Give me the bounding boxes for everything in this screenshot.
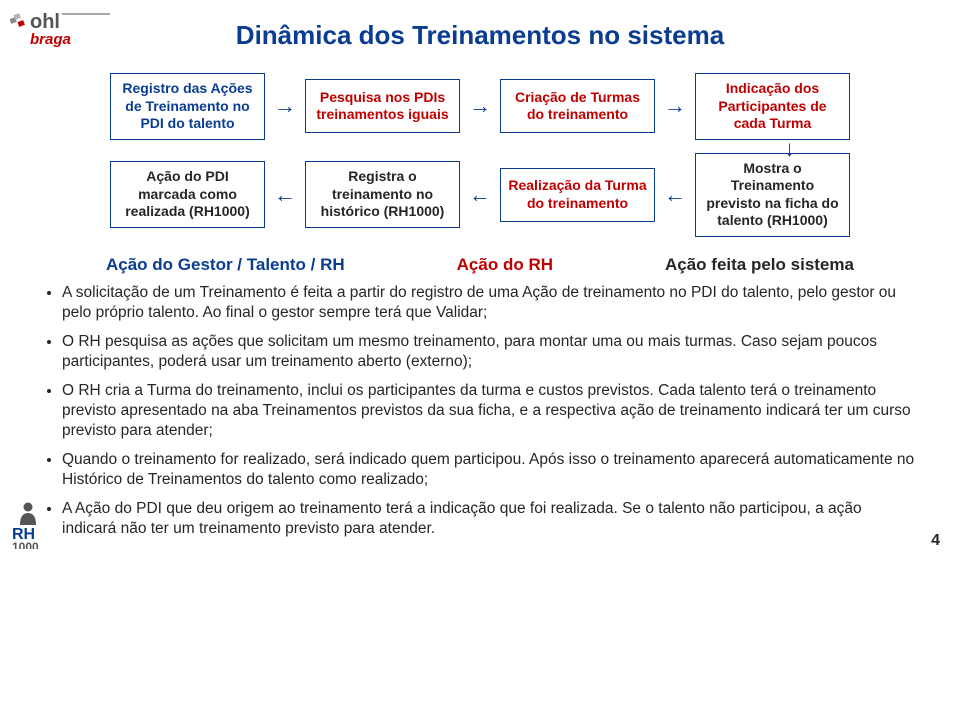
box-registro-acoes: Registro das Ações de Treinamento no PDI…: [110, 73, 265, 140]
arrow-right-icon: →: [466, 95, 494, 117]
logo-bottom: RH 1000: [10, 499, 60, 554]
arrow-right-icon: →: [271, 95, 299, 117]
bullet-item: Quando o treinamento for realizado, será…: [62, 450, 920, 491]
box-realizacao-turma: Realização da Turma do treinamento: [500, 168, 655, 222]
legend-sistema: Ação feita pelo sistema: [665, 255, 854, 275]
arrow-left-icon: ←: [661, 184, 689, 206]
flow-row-2: Ação do PDI marcada como realizada (RH10…: [40, 153, 920, 237]
box-mostra-treinamento: Mostra o Treinamento previsto na ficha d…: [695, 153, 850, 237]
page-number: 4: [931, 532, 940, 550]
flow-row-1: Registro das Ações de Treinamento no PDI…: [40, 73, 920, 140]
arrow-left-icon: ←: [466, 184, 494, 206]
logo-top: ohl braga: [10, 8, 130, 57]
logo-text-braga: braga: [30, 31, 71, 48]
arrow-right-icon: →: [661, 95, 689, 117]
box-registra-historico: Registra o treinamento no histórico (RH1…: [305, 161, 460, 228]
bullet-item: O RH cria a Turma do treinamento, inclui…: [62, 381, 920, 442]
logo-bottom-1000: 1000: [12, 540, 39, 549]
bullet-item: O RH pesquisa as ações que solicitam um …: [62, 332, 920, 373]
box-criacao-turmas: Criação de Turmas do treinamento: [500, 79, 655, 133]
legend-gestor: Ação do Gestor / Talento / RH: [106, 255, 345, 275]
box-indicacao-participantes: Indicação dos Participantes de cada Turm…: [695, 73, 850, 140]
page-title: Dinâmica dos Treinamentos no sistema: [40, 20, 920, 51]
box-pesquisa-pdis: Pesquisa nos PDIs treinamentos iguais: [305, 79, 460, 133]
arrow-left-icon: ←: [271, 184, 299, 206]
logo-text-ohl: ohl: [30, 11, 60, 33]
legend-rh: Ação do RH: [457, 255, 553, 275]
bullet-list: A solicitação de um Treinamento é feita …: [40, 283, 920, 540]
bullet-item: A Ação do PDI que deu origem ao treiname…: [62, 499, 920, 540]
bullet-item: A solicitação de um Treinamento é feita …: [62, 283, 920, 324]
box-acao-pdi-realizada: Ação do PDI marcada como realizada (RH10…: [110, 161, 265, 228]
legend-row: Ação do Gestor / Talento / RH Ação do RH…: [50, 255, 910, 275]
